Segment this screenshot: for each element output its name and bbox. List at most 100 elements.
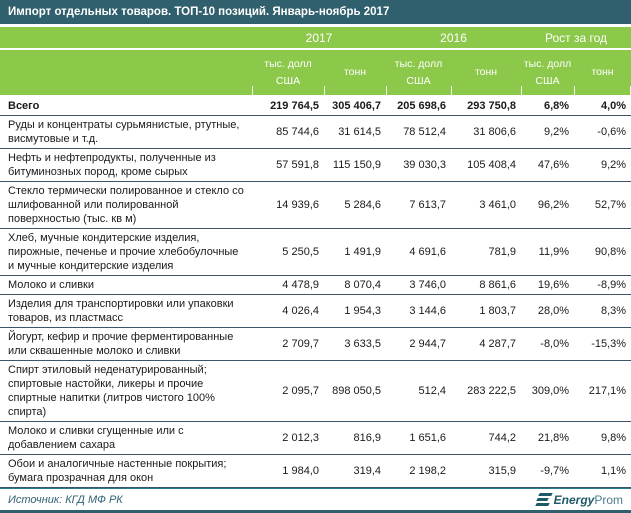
value-cell: 293 750,8 — [467, 100, 517, 112]
value-cell: 5 284,6 — [344, 199, 382, 211]
header-tons-growth: тонн — [574, 49, 631, 97]
bottom-bar — [0, 510, 631, 513]
value-cell: 1,1% — [600, 465, 627, 477]
header-group-2016: 2016 — [386, 27, 522, 50]
product-name-cell: Всего — [8, 100, 40, 112]
product-name-cell: Нефть и нефтепродукты, полученные из бит… — [8, 152, 216, 178]
value-cell: 90,8% — [594, 246, 627, 258]
product-name-cell: Руды и концентраты сурьмянистые, ртутные… — [8, 119, 240, 145]
value-cell: 1 803,7 — [479, 305, 517, 317]
product-name-cell: Изделия для транспортировки или упаковки… — [8, 298, 234, 324]
value-cell: 9,8% — [600, 432, 627, 444]
table-row: Всего 219 764,5 305 406,7 205 698,6 293 750,… — [0, 96, 631, 116]
value-cell: 3 746,0 — [409, 279, 447, 291]
value-cell: 1 491,9 — [344, 246, 382, 258]
value-cell: 52,7% — [594, 199, 627, 211]
import-table: 2017 2016 Рост за год тыс. долл США тонн… — [0, 27, 631, 488]
table-row: Хлеб, мучные кондитерские изделия, пирож… — [0, 229, 631, 276]
energyprom-logo: EnergyProm — [534, 491, 623, 509]
table-row: Йогурт, кефир и прочие ферментированные … — [0, 328, 631, 361]
value-cell: 309,0% — [531, 385, 570, 397]
value-cell: 31 806,6 — [473, 126, 517, 138]
header-group-growth: Рост за год — [521, 27, 631, 50]
value-cell: 1 954,3 — [344, 305, 382, 317]
table-row: Стекло термически полированное и стекло … — [0, 182, 631, 229]
table-body: Всего 219 764,5 305 406,7 205 698,6 293 750,… — [0, 96, 631, 488]
value-cell: 4 026,4 — [282, 305, 319, 317]
value-cell: 57 591,8 — [276, 159, 319, 171]
product-name-cell: Молоко и сливки — [8, 279, 94, 291]
title-bar: Импорт отдельных товаров. ТОП-10 позиций… — [0, 0, 631, 24]
value-cell: 319,4 — [353, 465, 382, 477]
value-cell: 744,2 — [488, 432, 517, 444]
product-name-cell: Йогурт, кефир и прочие ферментированные … — [8, 331, 234, 357]
header-usd-2017: тыс. долл США — [252, 49, 324, 97]
value-cell: 9,2% — [600, 159, 627, 171]
product-name-cell: Молоко и сливки сгущенные или с добавлен… — [8, 425, 184, 451]
footer: Источник: КГД МФ РК EnergyProm — [0, 488, 631, 510]
value-cell: -8,0% — [540, 338, 570, 350]
table-row: Нефть и нефтепродукты, полученные из бит… — [0, 149, 631, 182]
value-cell: 2 709,7 — [282, 338, 319, 350]
table-row: Молоко и сливки сгущенные или с добавлен… — [0, 422, 631, 455]
header-usd-2016: тыс. долл США — [386, 49, 452, 97]
value-cell: 8 861,6 — [479, 279, 517, 291]
value-cell: 2 198,2 — [409, 465, 447, 477]
value-cell: 96,2% — [537, 199, 570, 211]
header-product-blank — [0, 49, 252, 97]
value-cell: 78 512,4 — [403, 126, 447, 138]
value-cell: -8,9% — [597, 279, 627, 291]
value-cell: 4 478,9 — [282, 279, 319, 291]
value-cell: 4,0% — [600, 100, 627, 112]
value-cell: 8,3% — [600, 305, 627, 317]
value-cell: 898 050,5 — [332, 385, 382, 397]
value-cell: 2 944,7 — [409, 338, 447, 350]
value-cell: 47,6% — [537, 159, 570, 171]
value-cell: 2 095,7 — [282, 385, 319, 397]
header-usd-growth: тыс. долл США — [521, 49, 575, 97]
value-cell: 21,8% — [537, 432, 570, 444]
product-name-cell: Хлеб, мучные кондитерские изделия, пирож… — [8, 232, 239, 272]
value-cell: 512,4 — [418, 385, 447, 397]
value-cell: 39 030,3 — [403, 159, 447, 171]
value-cell: 85 744,6 — [276, 126, 319, 138]
header-product-blank — [0, 27, 252, 50]
source-label: Источник: КГД МФ РК — [8, 493, 123, 506]
value-cell: -0,6% — [597, 126, 627, 138]
table-row: Изделия для транспортировки или упаковки… — [0, 295, 631, 328]
table-row: Молоко и сливки 4 478,9 8 070,4 3 746,0 8 86… — [0, 276, 631, 295]
value-cell: 4 691,6 — [409, 246, 447, 258]
value-cell: 315,9 — [488, 465, 517, 477]
value-cell: 6,8% — [543, 100, 570, 112]
value-cell: 816,9 — [353, 432, 382, 444]
value-cell: 1 984,0 — [282, 465, 319, 477]
value-cell: 115 150,9 — [332, 159, 382, 171]
value-cell: 305 406,7 — [332, 100, 382, 112]
value-cell: 19,6% — [537, 279, 570, 291]
value-cell: 8 070,4 — [344, 279, 382, 291]
value-cell: 3 633,5 — [344, 338, 382, 350]
product-name-cell: Спирт этиловый неденатурированный; спирт… — [8, 364, 215, 418]
table-row: Спирт этиловый неденатурированный; спирт… — [0, 361, 631, 422]
value-cell: 5 250,5 — [282, 246, 319, 258]
value-cell: 105 408,4 — [467, 159, 517, 171]
value-cell: 283 222,5 — [467, 385, 517, 397]
header-sub-row: тыс. долл США тонн тыс. долл США тонн ты… — [0, 49, 631, 97]
energyprom-icon — [534, 493, 553, 506]
page-title: Импорт отдельных товаров. ТОП-10 позиций… — [8, 6, 390, 18]
value-cell: 28,0% — [537, 305, 570, 317]
value-cell: -15,3% — [591, 338, 627, 350]
value-cell: -9,7% — [540, 465, 570, 477]
value-cell: 219 764,5 — [270, 100, 319, 112]
value-cell: 9,2% — [543, 126, 570, 138]
value-cell: 2 012,3 — [282, 432, 319, 444]
product-name-cell: Стекло термически полированное и стекло … — [8, 185, 244, 225]
value-cell: 7 613,7 — [409, 199, 447, 211]
value-cell: 14 939,6 — [276, 199, 319, 211]
logo-text: EnergyProm — [553, 492, 623, 507]
header-tons-2016: тонн — [451, 49, 522, 97]
value-cell: 3 461,0 — [479, 199, 517, 211]
table-row: Обои и аналогичные настенные покрытия; б… — [0, 455, 631, 488]
value-cell: 3 144,6 — [409, 305, 447, 317]
value-cell: 205 698,6 — [397, 100, 447, 112]
